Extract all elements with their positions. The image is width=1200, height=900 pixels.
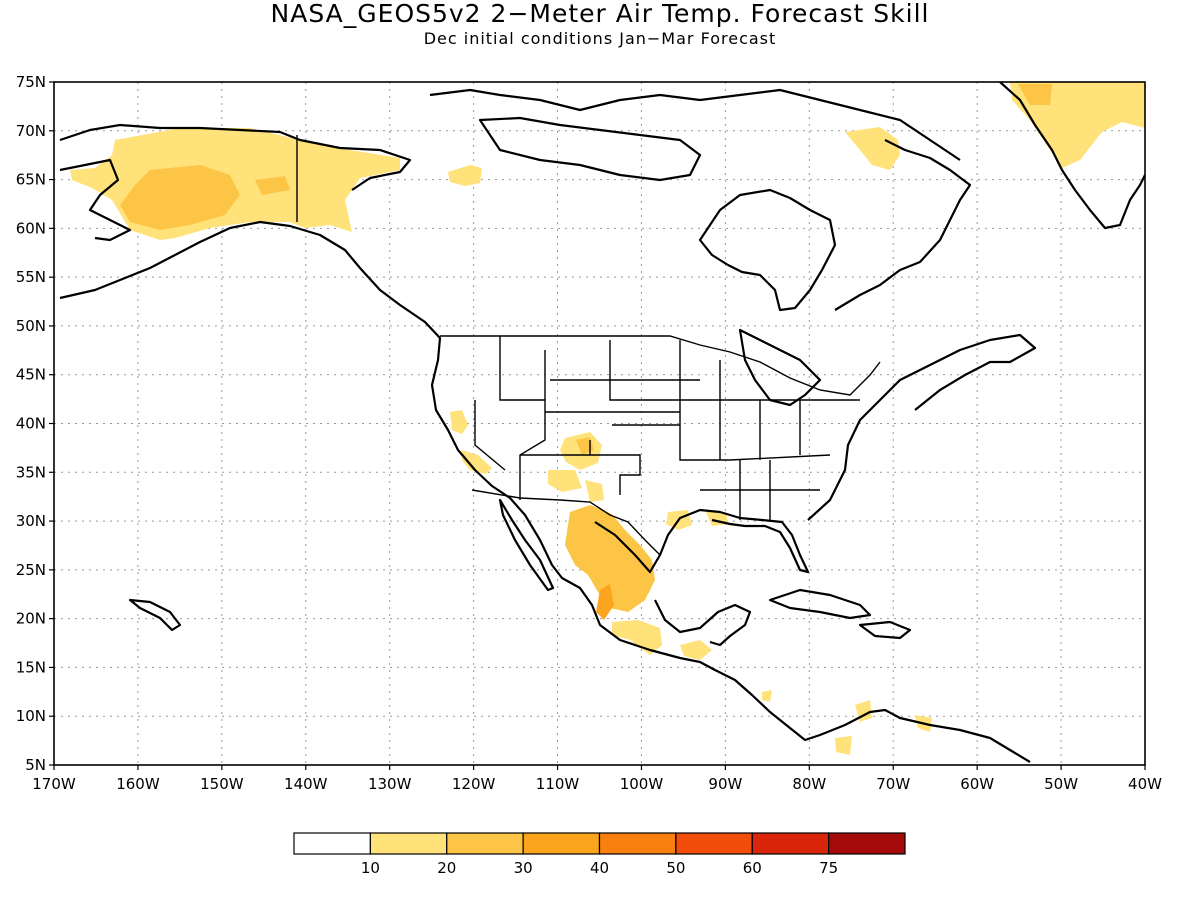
lat-tick-label: 40N (16, 415, 46, 433)
political-borders (296, 135, 881, 556)
lon-tick-label: 160W (116, 775, 160, 793)
lat-tick-label: 15N (16, 658, 46, 676)
lat-tick-label: 20N (16, 610, 46, 628)
colorbar-swatch (751, 832, 830, 855)
skill-region-alaska (70, 128, 400, 240)
colorbar-label: 60 (743, 859, 762, 877)
skill-region-greenland-core (1018, 84, 1052, 105)
skill-region-california (450, 410, 492, 474)
colorbar-swatch (598, 832, 677, 855)
colorbar: 10 20 30 40 50 60 75 (293, 832, 906, 877)
lon-tick-label: 50W (1044, 775, 1078, 793)
colorbar-swatch (369, 832, 448, 855)
lat-tick-label: 55N (16, 268, 46, 286)
lon-tick-label: 40W (1128, 775, 1162, 793)
lon-tick-label: 150W (200, 775, 244, 793)
lat-tick-label: 30N (16, 512, 46, 530)
lat-tick-label: 65N (16, 171, 46, 189)
colorbar-swatch (675, 832, 753, 855)
skill-region-four-corners (548, 432, 604, 502)
skill-region-baffin (845, 127, 900, 170)
lon-tick-label: 120W (452, 775, 496, 793)
colorbar-label: 30 (514, 859, 533, 877)
lat-tick-label: 35N (16, 463, 46, 481)
skill-region-canada-arctic (448, 165, 482, 186)
latitude-labels: 75N 70N 65N 60N 55N 50N 45N 40N 35N 30N 25N 20N 15N 1… (16, 73, 54, 774)
skill-region-mexico-core (596, 584, 614, 620)
map-title: NASA_GEOS5v2 2−Meter Air Temp. Forecast … (270, 0, 930, 28)
skill-region-mexico-west (565, 505, 655, 612)
lon-tick-label: 80W (792, 775, 826, 793)
lon-tick-label: 110W (536, 775, 580, 793)
coastlines (59, 82, 1145, 763)
colorbar-label: 20 (437, 859, 456, 877)
colorbar-swatch (446, 832, 524, 855)
longitude-labels: 170W 160W 150W 140W 130W 120W 110W 100W 90W 80W 70… (32, 765, 1162, 793)
skill-region-mexico-south (612, 620, 712, 660)
lon-tick-label: 100W (620, 775, 664, 793)
lat-tick-label: 50N (16, 317, 46, 335)
lat-tick-label: 70N (16, 122, 46, 140)
colorbar-label: 40 (590, 859, 609, 877)
colorbar-swatch (828, 832, 906, 855)
colorbar-label: 75 (819, 859, 838, 877)
colorbar-label: 50 (666, 859, 685, 877)
lat-tick-label: 10N (16, 707, 46, 725)
lon-tick-label: 70W (876, 775, 910, 793)
lon-tick-label: 170W (32, 775, 76, 793)
colorbar-swatch (522, 832, 601, 855)
lon-tick-label: 90W (708, 775, 742, 793)
lon-tick-label: 140W (284, 775, 328, 793)
map-subtitle: Dec initial conditions Jan−Mar Forecast (423, 29, 777, 48)
colorbar-label: 10 (361, 859, 380, 877)
colorbar-swatch (293, 832, 371, 855)
lat-tick-label: 25N (16, 561, 46, 579)
lat-tick-label: 5N (25, 756, 46, 774)
lat-tick-label: 75N (16, 73, 46, 91)
lat-tick-label: 45N (16, 366, 46, 384)
skill-shading (70, 82, 1145, 755)
lat-tick-label: 60N (16, 219, 46, 237)
lon-tick-label: 60W (960, 775, 994, 793)
skill-region-caribbean (762, 690, 932, 755)
skill-region-alaska-core (120, 165, 290, 230)
lon-tick-label: 130W (368, 775, 412, 793)
